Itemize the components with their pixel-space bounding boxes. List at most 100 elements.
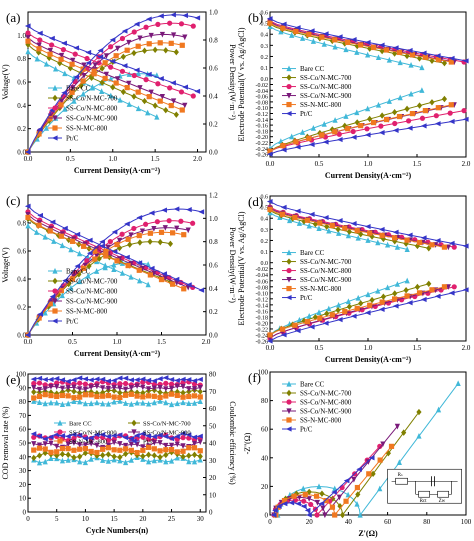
cathode-curve-marker <box>383 47 390 53</box>
cod-curve-marker <box>197 384 203 391</box>
series-ss-co-n-mc-800 <box>271 443 383 518</box>
voltage-curve-marker <box>190 93 196 99</box>
power-curve-marker <box>94 253 100 259</box>
y-tick-label: 70 <box>19 412 27 420</box>
ce-curve-marker <box>197 448 203 454</box>
y-tick-label: 0.2 <box>17 125 26 133</box>
ce-curve-marker <box>162 433 169 440</box>
y-tick-label: 40 <box>19 453 27 461</box>
legend-entry-ss-co-n-mc-900: SS-Co/N-MC-900 <box>143 429 191 436</box>
cathode-curve-marker <box>441 244 448 250</box>
power-curve-marker <box>114 241 120 248</box>
x-tick-label: 0.5 <box>68 338 77 346</box>
cathode-curve-marker <box>364 39 371 46</box>
series-ss-n-mc-800 <box>25 214 187 338</box>
power-curve-marker <box>82 262 88 269</box>
legend-marker <box>51 318 58 324</box>
ce-curve-marker <box>100 457 106 463</box>
ce-curve-marker <box>134 449 140 456</box>
power-curve-marker <box>157 238 163 246</box>
anode-curve-marker <box>280 147 287 153</box>
cod-curve-marker <box>128 391 134 397</box>
power-curve-marker <box>145 261 151 267</box>
cathode-curve-marker <box>416 55 423 62</box>
cod-curve-marker <box>59 392 66 399</box>
y-tick-label: 0.0 <box>17 149 26 157</box>
voltage-curve-marker <box>173 111 179 118</box>
ce-curve-marker <box>156 432 163 438</box>
y-tick-label: -0.20 <box>256 321 269 327</box>
x-axis-label: Current Density(A·cm⁻²) <box>325 171 412 180</box>
ce-curve-marker <box>105 445 111 451</box>
cod-curve-marker <box>82 386 89 393</box>
y-tick-label: 50 <box>19 440 27 448</box>
y-tick-label: -0.22 <box>256 327 269 333</box>
impedance-curve-marker <box>314 512 320 518</box>
voltage-curve-marker <box>47 51 53 57</box>
cathode-curve-marker <box>287 217 293 224</box>
power-curve-marker <box>80 78 86 84</box>
power-curve-marker <box>136 214 143 221</box>
cod-curve-marker <box>82 381 89 387</box>
cod-curve-marker <box>162 375 169 381</box>
power-curve-marker <box>36 131 42 137</box>
power-curve-marker <box>97 47 104 54</box>
y-tick-label: 100 <box>258 369 269 377</box>
anode-curve-marker <box>397 94 403 101</box>
impedance-curve-marker <box>388 443 395 449</box>
legend-entry-ss-co-n-mc-700: SS-Co/N-MC-700 <box>66 278 118 286</box>
cod-curve-marker <box>88 384 94 391</box>
power-curve-marker <box>74 263 81 269</box>
y-tick-label: 0.2 <box>261 239 269 245</box>
power-curve-marker <box>190 220 196 226</box>
impedance-curve-marker <box>385 450 391 457</box>
y-axis-label: Electrode Potential(V vs. Ag/AgCl) <box>237 211 246 325</box>
legend-marker <box>52 125 58 131</box>
impedance-curve-marker <box>396 459 402 465</box>
panel-label: (a) <box>6 10 20 25</box>
legend-marker <box>52 115 58 122</box>
cod-curve-marker <box>100 393 106 399</box>
cathode-curve-marker <box>364 223 371 230</box>
cod-curve-marker <box>157 389 163 396</box>
anode-curve-marker <box>392 303 399 309</box>
ce-curve-marker <box>31 454 37 462</box>
power-curve-marker <box>182 12 189 19</box>
power-curve-marker <box>37 126 43 132</box>
power-curve-marker <box>59 292 65 299</box>
cod-curve-marker <box>31 380 37 387</box>
anode-curve-marker <box>266 151 273 157</box>
power-curve-marker <box>127 241 133 248</box>
cathode-curve-marker <box>408 61 414 68</box>
anode-curve-marker <box>403 287 409 294</box>
power-curve-marker <box>148 32 154 39</box>
cathode-curve-marker <box>448 240 455 246</box>
anode-curve-marker <box>329 312 335 318</box>
cathode-curve-marker <box>380 235 386 243</box>
y-tick-label: -0.04 <box>256 89 269 95</box>
cod-curve-marker <box>117 389 123 396</box>
ce-curve-marker <box>123 459 129 466</box>
cod-curve-marker <box>157 385 163 391</box>
voltage-curve-marker <box>25 38 31 44</box>
anode-curve-marker <box>354 109 360 116</box>
legend-marker <box>286 399 292 405</box>
cathode-curve-marker <box>350 221 357 227</box>
ce-curve-marker <box>77 453 83 460</box>
ce-curve-marker <box>168 436 175 442</box>
y-tick-label: -0.02 <box>256 83 269 89</box>
ce-curve-marker <box>140 453 146 460</box>
anode-curve-marker <box>294 328 301 334</box>
voltage-curve-marker <box>109 58 116 64</box>
voltage-curve-marker <box>111 249 118 255</box>
cod-curve-marker <box>123 392 129 398</box>
cathode-curve-marker <box>280 204 287 210</box>
ce-curve-marker <box>174 441 180 448</box>
impedance-curve-marker <box>296 494 302 501</box>
cod-curve-marker <box>163 386 169 392</box>
power-curve-marker <box>85 272 91 279</box>
anode-curve-marker <box>365 105 371 112</box>
impedance-curve-marker <box>339 484 345 491</box>
impedance-curve-marker <box>401 429 407 436</box>
ce-curve-marker <box>82 449 89 457</box>
